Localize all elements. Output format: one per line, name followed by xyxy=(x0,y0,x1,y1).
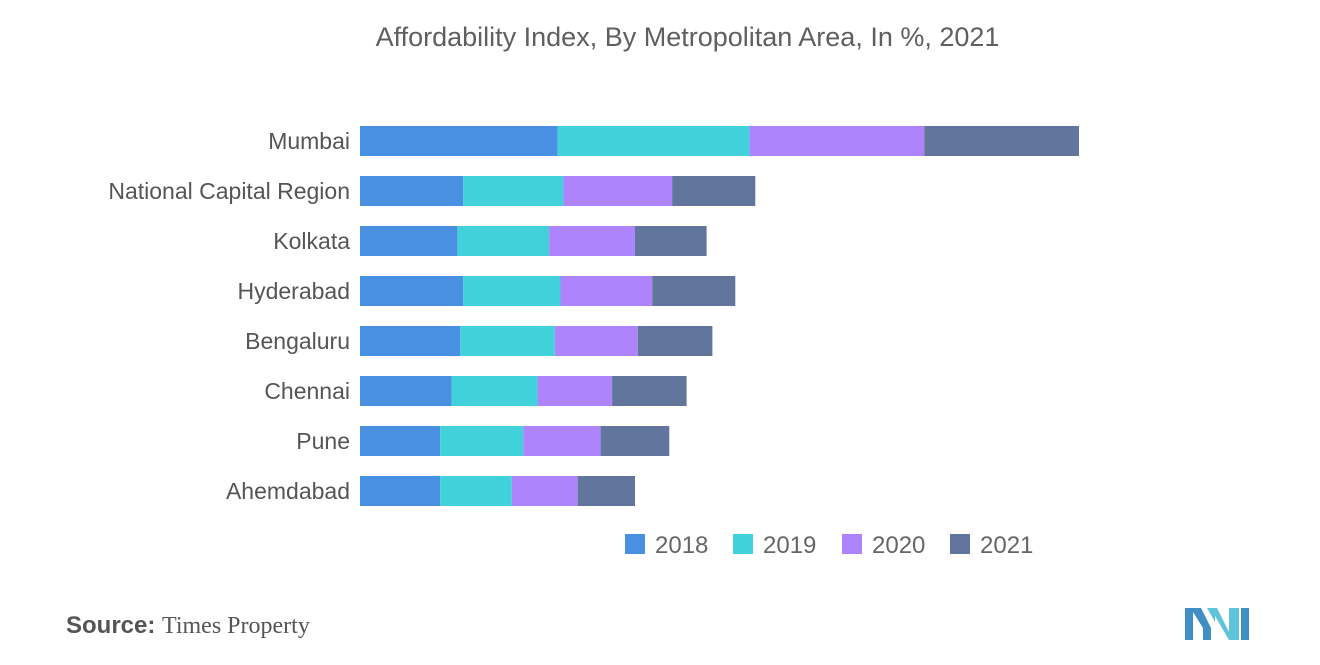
bar-national-capital-region-2020 xyxy=(563,176,673,206)
bar-kolkata-2020 xyxy=(549,226,635,256)
category-label: Pune xyxy=(296,428,350,454)
bar-national-capital-region-2018 xyxy=(360,176,464,206)
chart-title: Affordability Index, By Metropolitan Are… xyxy=(375,22,1000,52)
category-label: Ahemdabad xyxy=(226,478,350,504)
bar-mumbai-2021 xyxy=(924,126,1079,156)
bar-chennai-2019 xyxy=(451,376,538,406)
bar-national-capital-region-2021 xyxy=(672,176,756,206)
legend-swatch-2020 xyxy=(842,534,862,554)
bar-chennai-2021 xyxy=(612,376,687,406)
category-label: Mumbai xyxy=(268,128,350,154)
bar-hyderabad-2020 xyxy=(560,276,653,306)
bar-national-capital-region-2019 xyxy=(463,176,564,206)
category-labels: Mumbai National Capital Region Kolkata Hyde… xyxy=(108,128,350,504)
bar-kolkata-2019 xyxy=(457,226,550,256)
bar-mumbai-2020 xyxy=(749,126,925,156)
bar-pune-2020 xyxy=(523,426,601,456)
bar-ahemdabad-2021 xyxy=(577,476,635,506)
bar-bengaluru-2019 xyxy=(460,326,555,356)
bar-hyderabad-2019 xyxy=(463,276,561,306)
bar-hyderabad-2018 xyxy=(360,276,464,306)
bar-mumbai-2019 xyxy=(557,126,750,156)
legend-swatch-2019 xyxy=(733,534,753,554)
bar-bengaluru-2018 xyxy=(360,326,461,356)
bar-chennai-2018 xyxy=(360,376,452,406)
bar-pune-2021 xyxy=(600,426,670,456)
chart: Mumbai National Capital Region Kolkata Hyde… xyxy=(108,126,1079,559)
bar-kolkata-2021 xyxy=(635,226,707,256)
legend-label-2021: 2021 xyxy=(980,532,1033,559)
bar-bengaluru-2020 xyxy=(554,326,638,356)
bars-group xyxy=(360,126,1079,506)
legend-swatch-2021 xyxy=(950,534,970,554)
bar-pune-2018 xyxy=(360,426,441,456)
bar-ahemdabad-2020 xyxy=(511,476,578,506)
bar-pune-2019 xyxy=(440,426,524,456)
category-label: Chennai xyxy=(264,378,350,404)
bar-ahemdabad-2019 xyxy=(440,476,512,506)
bar-bengaluru-2021 xyxy=(637,326,713,356)
legend-label-2018: 2018 xyxy=(655,532,708,559)
legend: 2018 2019 2020 2021 xyxy=(625,532,1033,559)
brand-logo-icon xyxy=(1185,608,1249,640)
category-label: Bengaluru xyxy=(245,328,350,354)
category-label: Kolkata xyxy=(273,228,350,254)
bar-hyderabad-2021 xyxy=(652,276,736,306)
bar-kolkata-2018 xyxy=(360,226,458,256)
legend-swatch-2018 xyxy=(625,534,645,554)
source-text: Times Property xyxy=(162,613,310,639)
bar-chennai-2020 xyxy=(537,376,613,406)
source-note: Source: Times Property xyxy=(66,612,310,640)
legend-label-2019: 2019 xyxy=(763,532,816,559)
bar-ahemdabad-2018 xyxy=(360,476,441,506)
source-label: Source: xyxy=(66,612,156,639)
category-label: National Capital Region xyxy=(108,178,350,204)
legend-label-2020: 2020 xyxy=(872,532,925,559)
category-label: Hyderabad xyxy=(237,278,350,304)
bar-mumbai-2018 xyxy=(360,126,558,156)
